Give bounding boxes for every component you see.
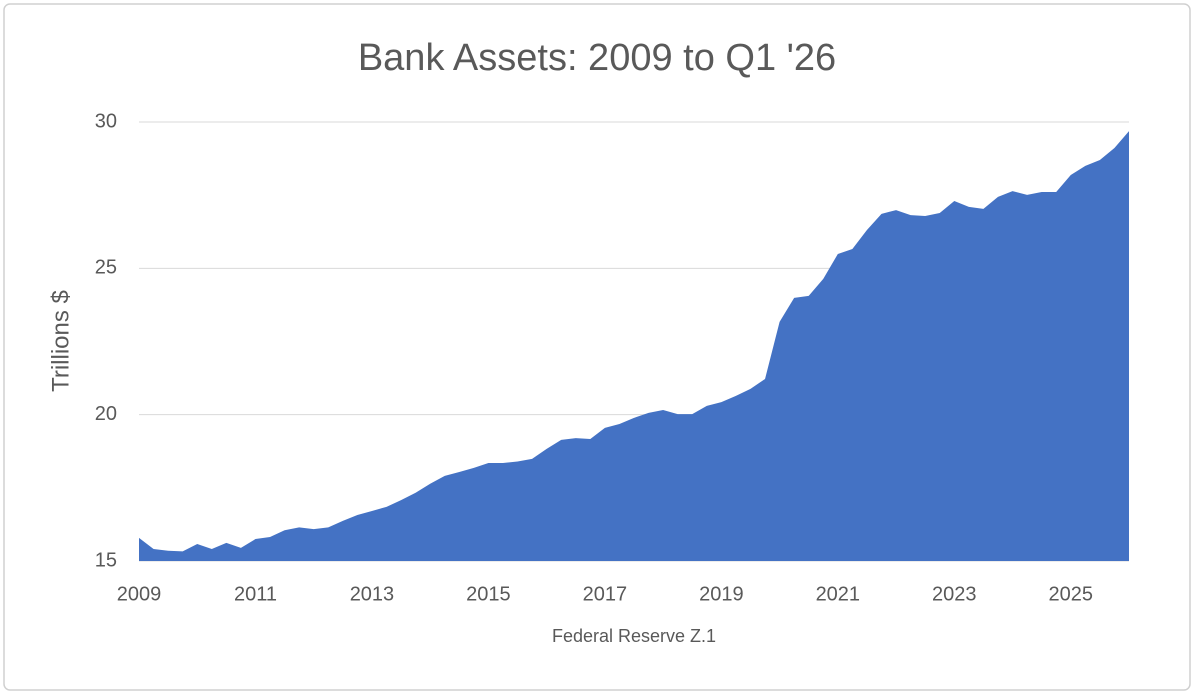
y-tick-label: 30 (95, 110, 117, 132)
y-tick-label: 20 (95, 403, 117, 425)
x-tick-label: 2023 (932, 583, 977, 605)
x-tick-label: 2015 (466, 583, 511, 605)
x-tick-label: 2011 (234, 583, 277, 605)
chart-title: Bank Assets: 2009 to Q1 '26 (358, 37, 836, 79)
y-axis-title: Trillions $ (47, 290, 74, 392)
area (139, 131, 1129, 561)
x-tick-label: 2017 (583, 583, 628, 605)
x-tick-label: 2013 (350, 583, 395, 605)
x-tick-label: 2021 (816, 583, 861, 605)
x-axis-title: Federal Reserve Z.1 (552, 626, 716, 646)
y-tick-label: 15 (95, 549, 117, 571)
x-tick-label: 2019 (699, 583, 744, 605)
x-tick-label: 2025 (1049, 583, 1094, 605)
x-tick-label: 2009 (117, 583, 162, 605)
y-tick-label: 25 (95, 257, 117, 279)
